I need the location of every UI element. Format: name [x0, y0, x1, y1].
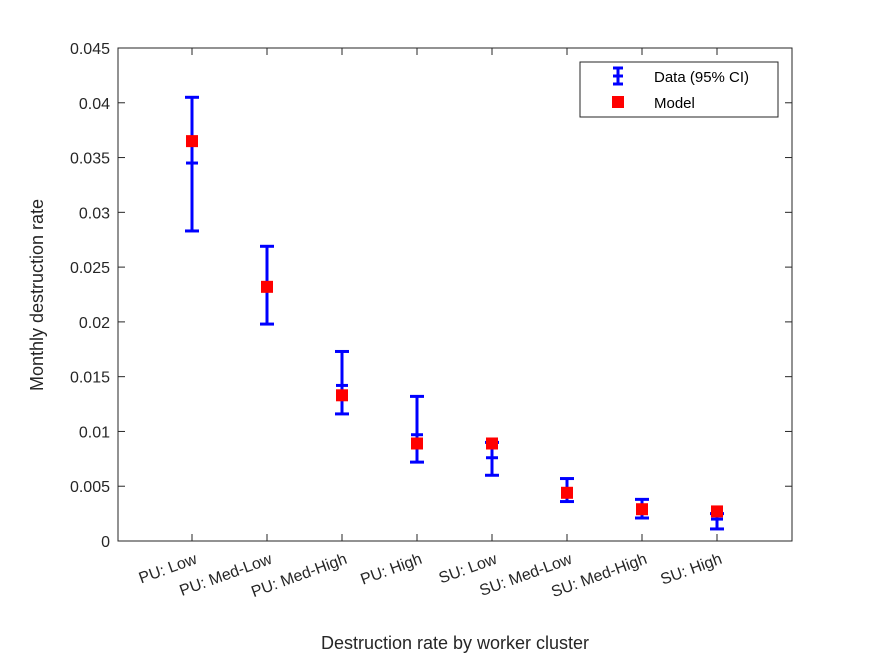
legend-model-marker-icon [612, 96, 624, 108]
model-marker [636, 503, 648, 516]
y-tick-label: 0.015 [70, 370, 110, 387]
legend: Data (95% CI) Model [579, 61, 779, 118]
model-marker [186, 135, 198, 148]
y-tick-label: 0.01 [79, 424, 110, 441]
chart-marks [185, 95, 724, 531]
y-tick-label: 0.035 [70, 151, 110, 168]
y-tick-label: 0 [101, 534, 110, 551]
x-tick-label: SU: High [658, 551, 724, 589]
y-tick-label: 0.04 [79, 96, 110, 113]
data-errorbar [335, 349, 349, 416]
data-errorbar [185, 95, 199, 233]
y-axis-title: Monthly destruction rate [27, 199, 47, 391]
data-errorbar [410, 394, 424, 464]
model-marker [411, 437, 423, 450]
y-tick-label: 0.03 [79, 205, 110, 222]
legend-label-model: Model [654, 95, 695, 112]
model-marker [486, 437, 498, 450]
y-tick-label: 0.005 [70, 479, 110, 496]
x-axis-title: Destruction rate by worker cluster [321, 633, 589, 653]
model-marker [561, 486, 573, 499]
model-marker [336, 389, 348, 402]
model-marker [711, 505, 723, 518]
model-marker [261, 280, 273, 293]
y-tick-label: 0.02 [79, 315, 110, 332]
plot-area [117, 47, 793, 542]
legend-errorbar-icon [613, 66, 623, 86]
x-tick-label: PU: High [358, 551, 424, 589]
y-tick-label: 0.045 [70, 41, 110, 58]
y-tick-label: 0.025 [70, 260, 110, 277]
legend-label-data: Data (95% CI) [654, 69, 749, 86]
